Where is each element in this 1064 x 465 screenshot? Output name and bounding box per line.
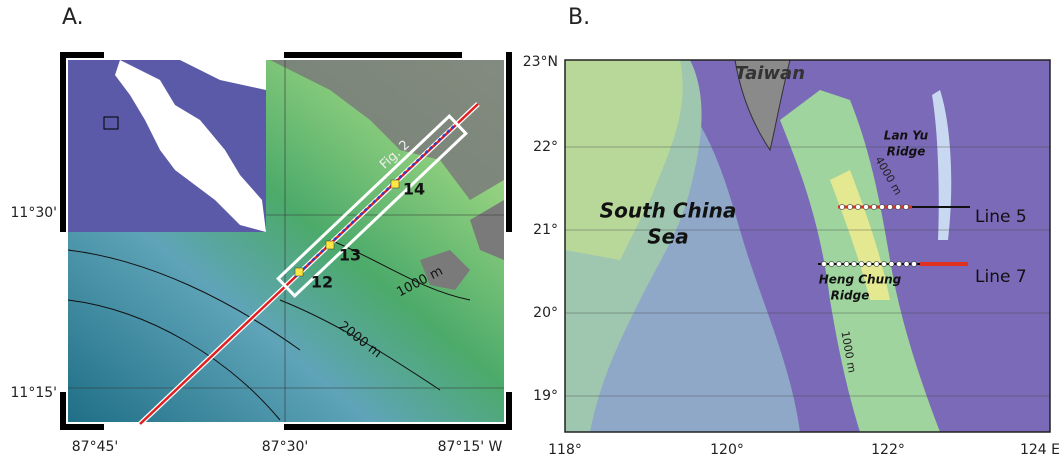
line-label: Line 5: [975, 207, 1027, 227]
obs-station: [903, 204, 908, 209]
obs-station: [829, 261, 834, 266]
place-label: Heng Chung: [819, 273, 902, 287]
obs-station: [863, 204, 868, 209]
obs-station: [851, 261, 856, 266]
lat-label: 23°N: [523, 54, 558, 70]
obs-station: [874, 261, 879, 266]
frame-stripe: [60, 232, 66, 392]
map-b: Taiwan South China Sea Lan Yu Ridge Heng…: [565, 60, 1050, 432]
line-label: Line 7: [975, 267, 1027, 287]
obs-station: [836, 261, 841, 266]
lon-label: 87°45': [72, 439, 118, 455]
figure: A. Fig. 2 14 13 12 1000 m: [0, 0, 1064, 461]
obs-station: [821, 261, 826, 266]
frame-stripe: [104, 424, 284, 430]
lon-label: 118°: [548, 442, 582, 458]
obs-station: [911, 261, 916, 266]
obs-station: [866, 261, 871, 266]
place-label: Taiwan: [735, 63, 805, 84]
obs-station: [859, 261, 864, 266]
obs-station: [904, 261, 909, 266]
panel-label: B.: [568, 5, 590, 30]
lon-label: 120°: [710, 442, 744, 458]
site: [391, 180, 399, 188]
lon-label: 122°: [871, 442, 905, 458]
lat-label: 22°: [533, 139, 558, 155]
frame-stripe: [462, 52, 506, 58]
place-label: Lan Yu: [884, 129, 929, 143]
place-label: Ridge: [887, 145, 926, 159]
site-label: 12: [311, 273, 333, 292]
obs-station: [855, 204, 860, 209]
obs-station: [847, 204, 852, 209]
place-label: Ridge: [831, 289, 870, 303]
site-label: 14: [403, 180, 425, 199]
obs-station: [896, 261, 901, 266]
site: [326, 241, 334, 249]
lat-label: 21°: [533, 222, 558, 238]
lat-label: 11°15': [11, 385, 57, 401]
lon-label: 124 E: [1020, 442, 1060, 458]
site: [295, 268, 303, 276]
lon-label: 87°15' W: [438, 439, 503, 455]
frame-stripe: [104, 52, 284, 58]
place-label: South China: [600, 199, 737, 223]
lat-label: 11°30': [11, 205, 57, 221]
lat-label: 20°: [533, 305, 558, 321]
site-label: 13: [339, 246, 361, 265]
panel-label: A.: [62, 5, 84, 30]
obs-station: [871, 204, 876, 209]
map-a: Fig. 2 14 13 12 1000 m 2000 m: [60, 52, 512, 430]
obs-station: [881, 261, 886, 266]
place-label: Sea: [647, 225, 688, 249]
frame-stripe: [506, 232, 512, 392]
obs-station: [895, 204, 900, 209]
obs-station: [839, 204, 844, 209]
lat-label: 19°: [533, 388, 558, 404]
obs-station: [879, 204, 884, 209]
obs-station: [887, 204, 892, 209]
obs-station: [844, 261, 849, 266]
obs-station: [889, 261, 894, 266]
lon-label: 87°30': [262, 439, 308, 455]
